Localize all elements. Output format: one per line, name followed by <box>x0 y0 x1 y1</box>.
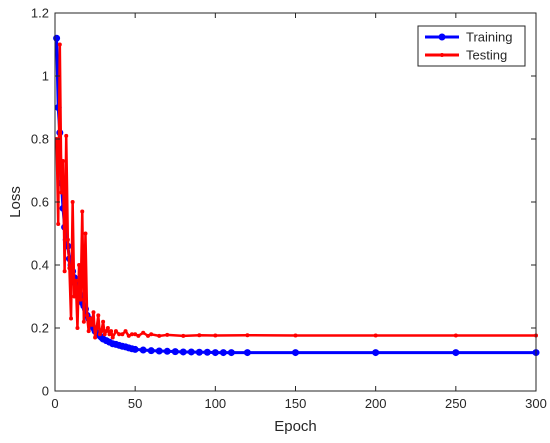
training-point <box>155 347 163 355</box>
testing-point <box>85 313 90 318</box>
training-point <box>195 348 203 356</box>
training-point <box>53 34 61 42</box>
testing-point <box>293 333 298 338</box>
legend-box <box>417 25 526 67</box>
plot-area <box>55 13 536 391</box>
series-layer <box>53 34 540 357</box>
x-axis-label: Epoch <box>274 418 317 435</box>
y-tick-label: 1 <box>42 69 49 84</box>
testing-point <box>149 332 154 337</box>
training-point <box>219 349 227 357</box>
testing-point <box>113 329 118 334</box>
testing-point <box>136 333 141 338</box>
testing-point <box>133 332 138 337</box>
training-point <box>147 347 155 355</box>
testing-point <box>110 335 115 340</box>
y-axis-label: Loss <box>7 186 24 218</box>
training-point <box>187 348 195 356</box>
testing-point <box>59 190 64 195</box>
legend: Training Testing <box>417 25 526 67</box>
testing-point <box>72 294 77 299</box>
training-point <box>179 348 187 356</box>
testing-point <box>123 329 128 334</box>
testing-point <box>117 332 122 337</box>
testing-point <box>181 333 186 338</box>
y-tick-label: 0.2 <box>31 321 49 336</box>
training-point <box>203 348 211 356</box>
x-tick-label: 150 <box>285 396 307 411</box>
legend-training-label: Training <box>466 30 512 45</box>
legend-training-marker <box>438 33 446 41</box>
testing-point <box>70 200 75 204</box>
x-tick-label: 250 <box>445 396 467 411</box>
legend-testing-label: Testing <box>466 48 507 63</box>
testing-point <box>88 316 93 321</box>
testing-point <box>245 333 250 338</box>
x-tick-label: 200 <box>365 396 387 411</box>
testing-point <box>97 332 102 337</box>
testing-point <box>56 222 61 227</box>
x-tick-label: 100 <box>204 396 226 411</box>
testing-point <box>62 269 67 274</box>
legend-testing-marker <box>440 53 444 57</box>
testing-point <box>105 326 110 330</box>
ticks-layer: 0 50 100 150 200 250 300 0 0.2 0.4 0.6 0.8 1 1.2 <box>31 6 547 412</box>
testing-point <box>96 313 101 318</box>
y-tick-label: 1.2 <box>31 6 49 21</box>
testing-point <box>141 330 146 335</box>
testing-point <box>109 329 114 334</box>
y-tick-label: 0.6 <box>31 195 49 210</box>
testing-point <box>197 333 202 338</box>
testing-point <box>77 263 82 267</box>
training-point <box>163 347 171 355</box>
training-point <box>292 349 299 357</box>
y-tick-label: 0.8 <box>31 132 49 147</box>
testing-point <box>67 266 72 271</box>
training-point <box>211 349 219 357</box>
training-point <box>171 348 179 356</box>
testing-point <box>91 310 96 315</box>
testing-point <box>101 319 106 324</box>
testing-point <box>99 329 104 334</box>
testing-point <box>126 333 131 338</box>
testing-point <box>69 316 74 321</box>
training-point <box>131 345 139 353</box>
testing-point <box>73 278 78 283</box>
testing-point <box>64 133 69 138</box>
testing-point <box>94 326 99 330</box>
testing-point <box>165 332 170 337</box>
testing-point <box>80 209 85 214</box>
testing-point <box>157 333 162 338</box>
training-point <box>372 349 380 357</box>
training-point <box>139 346 147 354</box>
x-tick-label: 0 <box>51 396 58 411</box>
training-point <box>227 349 235 357</box>
testing-point <box>102 332 107 337</box>
testing-point <box>89 322 94 327</box>
testing-point <box>57 42 62 47</box>
testing-point <box>93 335 98 340</box>
x-tick-label: 50 <box>128 396 142 411</box>
x-tick-label: 300 <box>525 396 547 411</box>
training-point <box>452 349 460 357</box>
testing-point <box>86 329 91 334</box>
training-point <box>243 349 251 357</box>
testing-point <box>453 333 458 338</box>
testing-point <box>104 329 109 334</box>
testing-point <box>65 237 70 242</box>
testing-point <box>81 319 86 324</box>
testing-point <box>120 332 125 337</box>
testing-point <box>78 297 83 302</box>
testing-point <box>107 332 112 337</box>
y-tick-label: 0 <box>42 384 49 399</box>
y-tick-label: 0.4 <box>31 258 49 273</box>
testing-point <box>61 159 66 164</box>
testing-point <box>145 333 150 338</box>
testing-point <box>75 326 80 330</box>
testing-point <box>373 333 378 338</box>
testing-point <box>129 332 134 337</box>
testing-point <box>213 333 218 338</box>
testing-point <box>83 231 88 236</box>
